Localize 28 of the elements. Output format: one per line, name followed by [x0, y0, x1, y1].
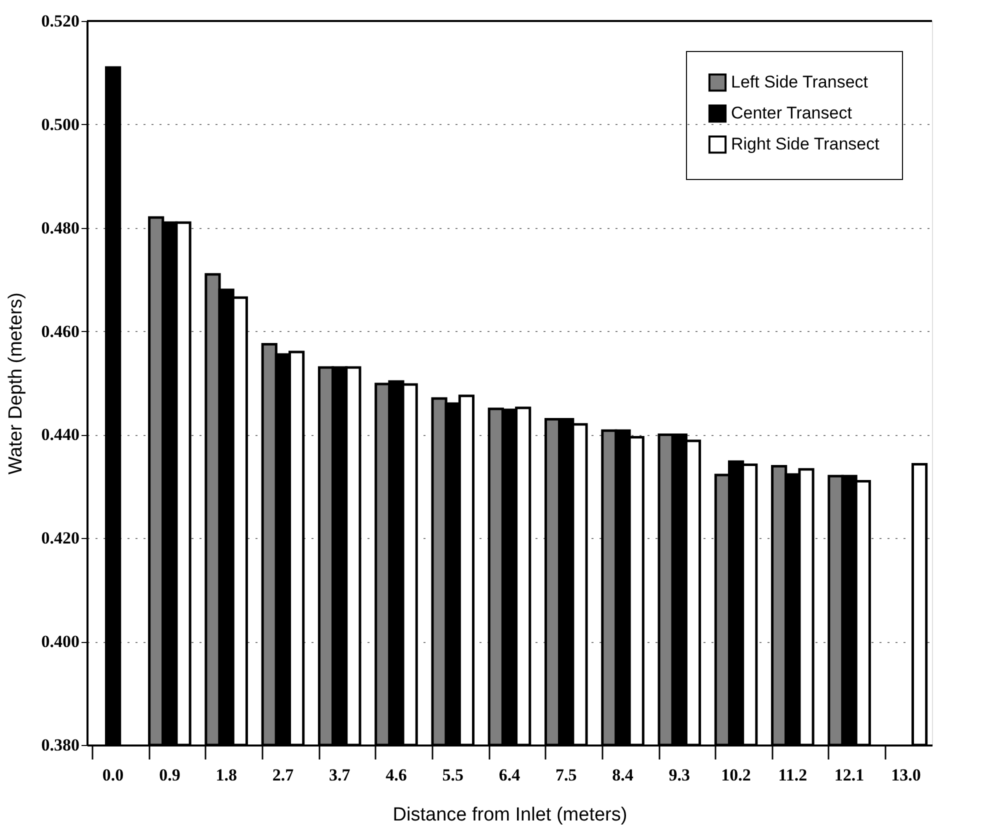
x-tick-label: 2.7 — [272, 766, 294, 784]
y-tick-label: 0.420 — [41, 528, 80, 548]
x-tick-label: 0.9 — [159, 766, 180, 784]
x-tick-label: 1.8 — [216, 766, 237, 784]
x-tick-label: 8.4 — [612, 766, 634, 784]
y-tick-label: 0.500 — [41, 114, 80, 134]
legend-label: Right Side Transect — [731, 134, 880, 154]
x-tick-label: 9.3 — [668, 766, 690, 784]
y-axis-title: Water Depth (meters) — [5, 292, 26, 474]
x-tick-label: 10.2 — [721, 766, 751, 784]
x-tick-label: 11.2 — [778, 766, 808, 784]
y-tick-label: 0.520 — [41, 12, 80, 30]
x-axis-title: Distance from Inlet (meters) — [392, 804, 628, 826]
y-tick-label: 0.460 — [41, 322, 80, 341]
x-tick-label: 7.5 — [556, 766, 577, 784]
x-tick-label: 0.0 — [102, 766, 124, 784]
legend-label: Center Transect — [731, 104, 852, 122]
y-tick-label: 0.380 — [41, 736, 80, 754]
y-tick-label: 0.440 — [41, 425, 80, 444]
x-tick-label: 5.5 — [442, 766, 464, 784]
legend-label: Left Side Transect — [731, 72, 868, 92]
x-tick-label: 3.7 — [328, 766, 351, 784]
y-tick-label: 0.400 — [41, 632, 80, 652]
x-tick-label: 13.0 — [891, 766, 921, 784]
y-tick-label: 0.480 — [41, 218, 80, 238]
x-tick-label: 4.6 — [386, 766, 407, 784]
x-tick-label: 12.1 — [834, 766, 864, 784]
x-tick-label: 6.4 — [498, 766, 521, 784]
